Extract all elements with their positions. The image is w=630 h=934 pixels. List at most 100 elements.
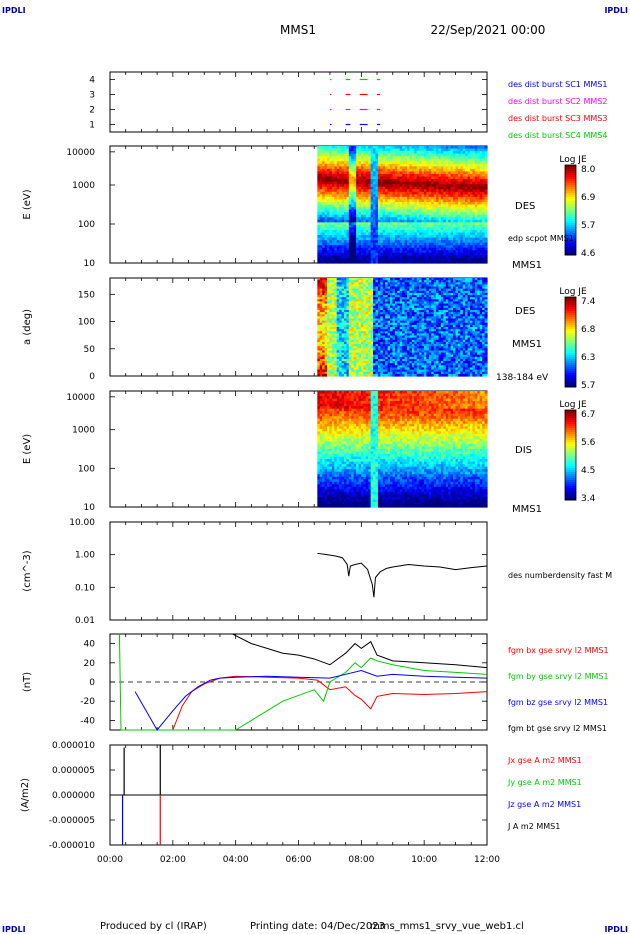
heatmap-cell bbox=[390, 176, 394, 180]
heatmap-cell bbox=[344, 322, 348, 326]
heatmap-cell bbox=[477, 186, 481, 190]
heatmap-cell bbox=[356, 148, 360, 152]
heatmap-cell bbox=[479, 257, 483, 262]
heatmap-cell bbox=[344, 309, 348, 313]
heatmap-cell bbox=[319, 365, 323, 369]
heatmap-cell bbox=[336, 163, 340, 167]
heatmap-cell bbox=[470, 229, 474, 234]
heatmap-cell bbox=[450, 204, 454, 208]
heatmap-cell bbox=[409, 186, 413, 190]
heatmap-cell bbox=[341, 299, 345, 303]
heatmap-cell bbox=[363, 260, 367, 264]
heatmap-cell bbox=[322, 284, 326, 288]
heatmap-cell bbox=[380, 229, 384, 234]
heatmap-cell bbox=[448, 207, 452, 211]
heatmap-cell bbox=[336, 242, 340, 246]
heatmap-cell bbox=[453, 227, 457, 231]
heatmap-cell bbox=[397, 219, 401, 223]
heatmap-cell bbox=[462, 181, 466, 185]
heatmap-cell bbox=[339, 339, 343, 343]
heatmap-cell bbox=[397, 207, 401, 211]
heatmap-cell bbox=[363, 219, 367, 223]
heatmap-cell bbox=[346, 280, 350, 283]
heatmap-cell bbox=[317, 335, 321, 339]
heatmap-cell bbox=[363, 156, 367, 160]
heatmap-cell bbox=[392, 240, 396, 244]
heatmap-cell bbox=[344, 314, 348, 317]
heatmap-cell bbox=[465, 161, 469, 165]
heatmap-cell bbox=[377, 168, 381, 173]
heatmap-cell bbox=[438, 212, 442, 216]
heatmap-cell bbox=[373, 245, 377, 249]
heatmap-cell bbox=[334, 305, 338, 309]
heatmap-cell bbox=[346, 186, 350, 190]
y-tick-label: 100 bbox=[78, 220, 95, 230]
heatmap-cell bbox=[336, 189, 340, 193]
heatmap-cell bbox=[351, 166, 355, 170]
heatmap-cell bbox=[438, 229, 442, 234]
heatmap-cell bbox=[385, 247, 389, 251]
heatmap-cell bbox=[358, 373, 362, 377]
heatmap-cell bbox=[457, 237, 461, 241]
heatmap-cell bbox=[319, 247, 323, 251]
corner-logo-top-right: IPDLI bbox=[604, 6, 628, 15]
heatmap-cell bbox=[428, 235, 432, 239]
heatmap-cell bbox=[351, 305, 355, 309]
heatmap-cell bbox=[460, 257, 464, 262]
heatmap-cell bbox=[457, 209, 461, 213]
heatmap-cell bbox=[421, 255, 425, 259]
heatmap-cell bbox=[390, 199, 394, 203]
heatmap-cell bbox=[477, 171, 481, 175]
heatmap-cell bbox=[419, 235, 423, 239]
heatmap-cell bbox=[317, 367, 321, 371]
heatmap-cell bbox=[416, 212, 420, 216]
heatmap-cell bbox=[329, 209, 333, 213]
heatmap-cell bbox=[363, 158, 367, 162]
heatmap-cell bbox=[479, 186, 483, 190]
heatmap-cell bbox=[329, 316, 333, 320]
heatmap-cell bbox=[404, 207, 408, 211]
heatmap-cell bbox=[482, 148, 486, 152]
heatmap-cell bbox=[348, 214, 352, 218]
heatmap-cell bbox=[341, 344, 345, 347]
heatmap-cell bbox=[327, 156, 331, 160]
heatmap-cell bbox=[358, 369, 362, 373]
heatmap-cell bbox=[390, 191, 394, 195]
heatmap-cell bbox=[317, 322, 321, 326]
heatmap-cell bbox=[344, 331, 348, 334]
heatmap-cell bbox=[411, 151, 415, 155]
heatmap-cell bbox=[385, 232, 389, 236]
heatmap-cell bbox=[407, 161, 411, 165]
heatmap-cell bbox=[450, 191, 454, 195]
heatmap-cell bbox=[426, 242, 430, 246]
heatmap-cell bbox=[344, 148, 348, 152]
heatmap-cell bbox=[390, 181, 394, 185]
colorbar-segment bbox=[565, 241, 576, 244]
heatmap-cell bbox=[428, 257, 432, 262]
heatmap-cell bbox=[346, 369, 350, 373]
heatmap-cell bbox=[387, 229, 391, 234]
heatmap-cell bbox=[331, 257, 335, 262]
heatmap-cell bbox=[365, 232, 369, 236]
heatmap-cell bbox=[327, 365, 331, 369]
heatmap-cell bbox=[453, 247, 457, 251]
heatmap-cell bbox=[423, 176, 428, 180]
heatmap-cell bbox=[324, 354, 328, 358]
heatmap-cell bbox=[339, 237, 343, 241]
heatmap-cell bbox=[460, 207, 464, 211]
heatmap-cell bbox=[419, 229, 423, 234]
heatmap-cell bbox=[390, 158, 394, 162]
heatmap-cell bbox=[348, 240, 352, 244]
heatmap-cell bbox=[341, 158, 345, 162]
heatmap-cell bbox=[433, 189, 437, 193]
heatmap-cell bbox=[438, 255, 442, 259]
heatmap-cell bbox=[484, 242, 488, 246]
heatmap-cell bbox=[402, 260, 406, 264]
heatmap-cell bbox=[375, 173, 379, 178]
heatmap-cell bbox=[353, 303, 357, 307]
heatmap-cell bbox=[440, 186, 444, 190]
colorbar-segment bbox=[565, 169, 576, 172]
heatmap-cell bbox=[351, 284, 355, 288]
heatmap-cell bbox=[433, 186, 437, 190]
heatmap-cell bbox=[462, 219, 466, 223]
